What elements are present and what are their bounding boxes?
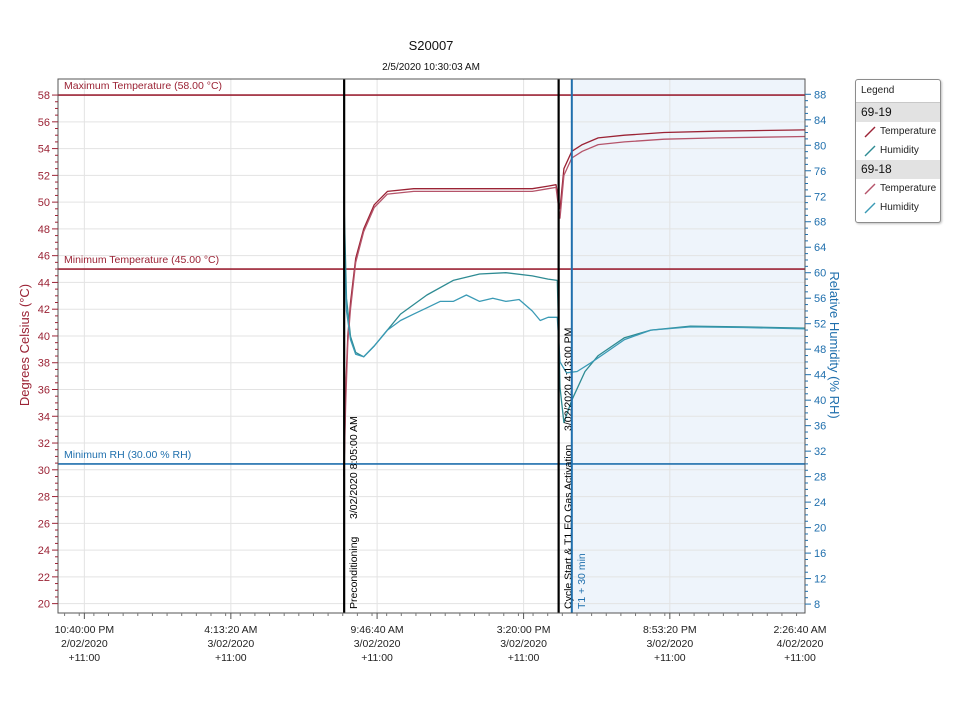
y-right-tick-label: 72: [814, 191, 826, 203]
x-tick-label: 10:40:00 PM: [55, 624, 115, 636]
y-right-tick-label: 76: [814, 166, 826, 178]
x-tick-label: +11:00: [361, 652, 393, 664]
event-marker-label: T1 + 30 min: [576, 553, 588, 609]
x-tick-label: 4/02/2020: [777, 638, 824, 650]
y-right-tick-label: 12: [814, 574, 826, 586]
line-swatch-icon: [864, 145, 876, 156]
event-marker-label: Preconditioning: [348, 536, 360, 609]
legend-item-label: Temperature: [880, 183, 937, 194]
y-left-tick-label: 28: [38, 492, 50, 504]
y-left-tick-label: 36: [38, 384, 50, 396]
legend-group-69-19: 69-19: [856, 103, 940, 122]
chart-subtitle: 2/5/2020 10:30:03 AM: [382, 62, 480, 73]
event-marker-date-label: 3/02/2020 8:05:00 AM: [348, 416, 360, 519]
y-right-tick-label: 68: [814, 217, 826, 229]
y-left-tick-label: 42: [38, 304, 50, 316]
y-left-tick-label: 22: [38, 572, 50, 584]
x-tick-label: 3/02/2020: [646, 638, 693, 650]
x-tick-label: +11:00: [784, 652, 816, 664]
y-left-tick-label: 52: [38, 170, 50, 182]
limit-line-label: Minimum RH (30.00 % RH): [64, 449, 191, 461]
y-left-tick-label: 48: [38, 224, 50, 236]
line-swatch-icon: [864, 126, 876, 137]
y-right-tick-label: 24: [814, 497, 826, 509]
legend-item-humidity[interactable]: Humidity: [856, 198, 940, 217]
y-left-tick-label: 58: [38, 90, 50, 102]
y-left-tick-label: 24: [38, 545, 50, 557]
y-right-tick-label: 36: [814, 421, 826, 433]
legend-title: Legend: [856, 80, 940, 103]
y-right-tick-label: 32: [814, 446, 826, 458]
x-tick-label: 3/02/2020: [207, 638, 254, 650]
x-tick-label: 8:53:20 PM: [643, 624, 697, 636]
axes: 20 22 24 26 28 30 32 34 36 38 40 42 44 46 48 50 52 54 56 58…: [38, 89, 827, 664]
limit-line-label: Maximum Temperature (58.00 °C): [64, 80, 222, 92]
y-left-tick-label: 46: [38, 251, 50, 263]
y-right-tick-label: 64: [814, 242, 826, 254]
y-left-tick-label: 40: [38, 331, 50, 343]
y-left-tick-label: 50: [38, 197, 50, 209]
legend: Legend 69-19 Temperature Humidity 69-18 …: [855, 79, 941, 223]
y-right-tick-label: 40: [814, 395, 826, 407]
x-tick-label: +11:00: [654, 652, 686, 664]
y-left-tick-label: 54: [38, 144, 50, 156]
legend-item-temperature[interactable]: Temperature: [856, 122, 940, 141]
x-tick-label: +11:00: [508, 652, 540, 664]
series-lines: [343, 129, 806, 477]
plot-area-border: [57, 78, 806, 614]
y-axis-right-label: Relative Humidity (% RH): [827, 271, 842, 418]
event-marker-date-label: 3/02/2020 4:13:00 PM: [563, 328, 575, 431]
legend-group-69-18: 69-18: [856, 160, 940, 179]
y-right-tick-label: 48: [814, 344, 826, 356]
legend-item-label: Temperature: [880, 126, 937, 137]
legend-item-humidity[interactable]: Humidity: [856, 141, 940, 160]
legend-item-label: Humidity: [880, 145, 919, 156]
y-right-tick-label: 44: [814, 370, 826, 382]
y-right-tick-label: 80: [814, 140, 826, 152]
post-activation-shaded-region: [571, 79, 805, 613]
y-right-tick-label: 20: [814, 523, 826, 535]
chart-title: S20007: [409, 38, 454, 53]
x-tick-label: 2:26:40 AM: [773, 624, 826, 636]
y-left-tick-label: 20: [38, 599, 50, 611]
y-left-tick-label: 56: [38, 117, 50, 129]
x-tick-label: 3/02/2020: [500, 638, 547, 650]
x-tick-label: 3:20:00 PM: [497, 624, 551, 636]
series-line-69-18-humidity: [343, 234, 806, 374]
event-markers: Preconditioning 3/02/2020 8:05:00 AM Cycle…: [343, 79, 588, 613]
legend-item-temperature[interactable]: Temperature: [856, 179, 940, 198]
y-right-tick-label: 56: [814, 293, 826, 305]
line-swatch-icon: [864, 183, 876, 194]
y-right-tick-label: 88: [814, 89, 826, 101]
y-left-tick-label: 30: [38, 465, 50, 477]
y-axis-left-label: Degrees Celsius (°C): [17, 284, 32, 406]
y-right-tick-label: 60: [814, 268, 826, 280]
x-tick-label: +11:00: [215, 652, 247, 664]
limit-lines: Maximum Temperature (58.00 °C) Minimum Te…: [58, 80, 805, 465]
x-tick-label: 4:13:20 AM: [204, 624, 257, 636]
y-right-tick-label: 84: [814, 115, 826, 127]
x-tick-label: 3/02/2020: [354, 638, 401, 650]
y-right-tick-label: 28: [814, 472, 826, 484]
y-left-tick-label: 38: [38, 358, 50, 370]
series-line-69-18-temperature: [343, 135, 806, 477]
grid: [58, 79, 805, 613]
y-left-tick-label: 34: [38, 411, 50, 423]
event-marker-label: Cycle Start & T1 EO Gas Activation: [563, 444, 575, 609]
y-right-tick-label: 16: [814, 548, 826, 560]
y-right-tick-label: 52: [814, 319, 826, 331]
line-swatch-icon: [864, 202, 876, 213]
y-right-tick-label: 8: [814, 599, 820, 611]
x-tick-label: 9:46:40 AM: [351, 624, 404, 636]
y-left-tick-label: 32: [38, 438, 50, 450]
x-tick-label: +11:00: [69, 652, 101, 664]
limit-line-label: Minimum Temperature (45.00 °C): [64, 254, 219, 266]
y-left-tick-label: 44: [38, 277, 50, 289]
legend-item-label: Humidity: [880, 202, 919, 213]
x-tick-label: 2/02/2020: [61, 638, 108, 650]
y-left-tick-label: 26: [38, 518, 50, 530]
